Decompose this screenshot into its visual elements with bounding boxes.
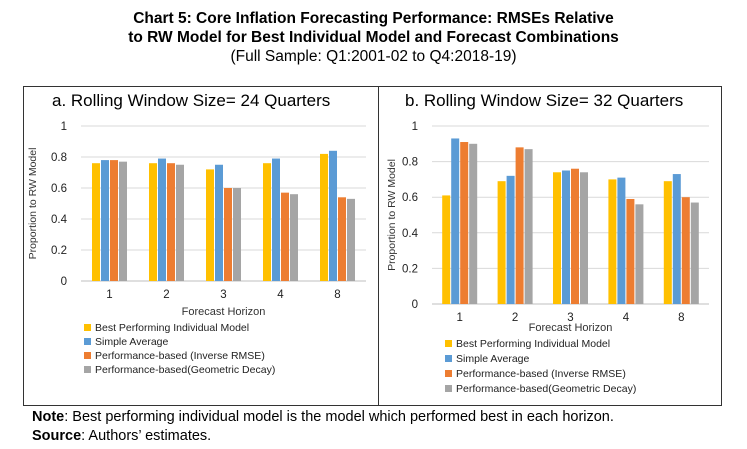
- panel-a-x-tick-label: 8: [334, 289, 340, 301]
- panel-a-legend-swatch: [84, 352, 91, 359]
- chart-subtitle: (Full Sample: Q1:2001-02 to Q4:2018-19): [230, 48, 517, 65]
- chart-title-line-2: to RW Model for Best Individual Model an…: [128, 29, 619, 46]
- panel-a-x-tick-label: 4: [277, 289, 284, 301]
- panel-a-title: a. Rolling Window Size= 24 Quarters: [52, 91, 331, 110]
- panel-a-bar: [167, 163, 175, 281]
- panel-a: a. Rolling Window Size= 24 Quarters 0 0.2…: [23, 86, 379, 406]
- panel-a-bar: [110, 160, 118, 281]
- panel-b-bar: [460, 142, 469, 304]
- panel-a-x-tick-label: 2: [163, 289, 169, 301]
- panel-b-bar: [442, 195, 451, 304]
- panel-a-legend-label: Performance-based (Inverse RMSE): [95, 350, 265, 362]
- panel-b-bar: [663, 181, 672, 304]
- panel-a-bar: [176, 164, 184, 281]
- panel-a-bar: [101, 160, 109, 281]
- panel-b-legend-label: Performance-based(Geometric Decay): [456, 383, 636, 395]
- panel-a-legend-swatch: [84, 324, 91, 331]
- panel-b-legend-swatch: [445, 355, 452, 362]
- panel-b-legend-swatch: [445, 370, 452, 377]
- panel-a-bar: [347, 198, 355, 281]
- source-text: : Authors’ estimates.: [81, 428, 212, 444]
- panel-a-bar: [281, 192, 289, 281]
- panel-a-bar: [338, 197, 346, 281]
- note-label: Note: [32, 409, 65, 425]
- panel-b-y-tick-label: 1: [412, 121, 418, 133]
- panel-a-legend-label: Best Performing Individual Model: [95, 322, 249, 334]
- panel-a-bar: [206, 169, 214, 281]
- panel-b: b. Rolling Window Size= 32 Quarters 0 0.2…: [378, 86, 722, 406]
- panel-b-legend-label: Performance-based (Inverse RMSE): [456, 368, 626, 380]
- panel-b-y-tick-label: 0.2: [402, 263, 418, 275]
- panel-a-legend-label: Performance-based(Geometric Decay): [95, 364, 275, 376]
- source-label: Source: [32, 428, 82, 444]
- panel-b-x-tick-label: 8: [678, 312, 684, 324]
- panel-b-bar: [608, 179, 617, 304]
- panel-b-bar: [524, 149, 533, 304]
- panel-b-bar: [681, 197, 690, 304]
- source-line: Source: Authors’ estimates.: [32, 428, 211, 444]
- panel-a-x-axis-label: Forecast Horizon: [182, 306, 266, 318]
- panel-a-bar: [92, 163, 100, 281]
- panel-b-bar: [451, 138, 460, 304]
- panel-b-x-tick-label: 3: [567, 312, 573, 324]
- panel-a-legend-label: Simple Average: [95, 336, 169, 348]
- panel-b-bar: [553, 172, 561, 304]
- panel-a-legend-swatch: [84, 366, 91, 373]
- panel-b-y-axis-label: Proportion to RW Model: [386, 159, 398, 271]
- panel-a-bar: [233, 188, 241, 281]
- panel-b-bar: [626, 198, 635, 304]
- panel-b-bar: [571, 168, 579, 304]
- panel-a-bar: [329, 150, 337, 281]
- panel-b-bar: [690, 202, 699, 304]
- panel-a-y-tick-label: 0.2: [51, 245, 67, 257]
- panel-a-y-tick-label: 0.6: [51, 183, 67, 195]
- panel-b-legend-swatch: [445, 340, 452, 347]
- panel-a-x-tick-label: 3: [220, 289, 226, 301]
- panel-b-bar: [562, 170, 570, 304]
- panel-b-x-tick-label: 4: [623, 312, 630, 324]
- panel-b-y-tick-label: 0.6: [402, 192, 418, 204]
- panel-a-bar: [158, 158, 166, 281]
- panel-b-y-tick-label: 0.8: [402, 157, 418, 169]
- panel-a-bar: [215, 164, 223, 281]
- note-line: Note: Best performing individual model i…: [32, 409, 614, 425]
- panel-a-y-tick-label: 1: [61, 121, 67, 133]
- panel-b-title: b. Rolling Window Size= 32 Quarters: [405, 91, 684, 110]
- panel-a-legend-swatch: [84, 338, 91, 345]
- panel-b-bar: [469, 143, 478, 304]
- panel-b-bar: [580, 172, 588, 304]
- panel-b-bar: [635, 204, 644, 304]
- panel-b-bar: [672, 174, 681, 304]
- panel-b-x-tick-label: 1: [456, 312, 462, 324]
- panel-b-x-axis-label: Forecast Horizon: [529, 322, 613, 334]
- panel-a-bar: [263, 163, 271, 281]
- note-text: : Best performing individual model is th…: [64, 409, 614, 425]
- panel-b-y-tick-label: 0.4: [402, 228, 419, 240]
- panel-b-legend-label: Best Performing Individual Model: [456, 338, 610, 350]
- panel-a-bar: [290, 194, 298, 281]
- panel-b-x-tick-label: 2: [512, 312, 518, 324]
- panel-b-y-tick-label: 0: [412, 299, 418, 311]
- panel-b-legend-swatch: [445, 385, 452, 392]
- panel-b-bar: [497, 181, 506, 304]
- panel-a-y-tick-label: 0.4: [51, 214, 68, 226]
- panel-a-bar: [149, 163, 157, 281]
- panel-a-chart: 0 0.2 0.4 0.6 0.8 1 1 2 3 4 8 Forecast Horizon Propo…: [27, 121, 366, 376]
- panel-a-x-tick-label: 1: [106, 289, 112, 301]
- panel-b-bar: [506, 175, 515, 304]
- chart-title-line-1: Chart 5: Core Inflation Forecasting Perf…: [133, 10, 614, 27]
- panel-a-y-tick-label: 0.8: [51, 152, 67, 164]
- panel-a-bar: [224, 188, 232, 281]
- panel-b-legend-label: Simple Average: [456, 353, 530, 365]
- panel-a-bar: [119, 161, 127, 281]
- panel-a-bar: [272, 158, 280, 281]
- panel-a-y-tick-label: 0: [61, 276, 67, 288]
- panel-a-y-axis-label: Proportion to RW Model: [27, 148, 39, 260]
- panel-b-bar: [515, 147, 524, 304]
- panel-a-bar: [320, 153, 328, 281]
- panel-b-chart: 0 0.2 0.4 0.6 0.8 1 1 2 3 4 8 Forecast Horizon Propo…: [386, 121, 709, 395]
- panel-b-bar: [617, 177, 626, 304]
